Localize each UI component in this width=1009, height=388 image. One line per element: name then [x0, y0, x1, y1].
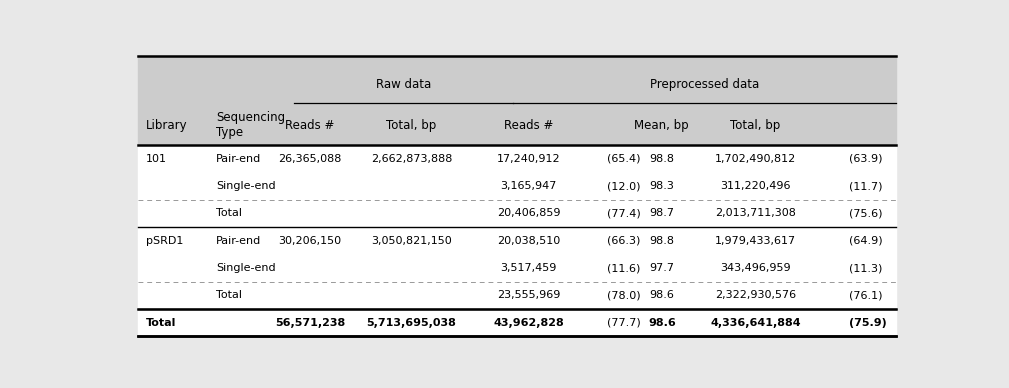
Text: Sequencing
Type: Sequencing Type	[216, 111, 286, 139]
Text: Reads #: Reads #	[286, 119, 335, 132]
Text: 2,013,711,308: 2,013,711,308	[715, 208, 796, 218]
Text: 98.6: 98.6	[650, 290, 674, 300]
Text: 56,571,238: 56,571,238	[274, 318, 345, 328]
Text: 1,979,433,617: 1,979,433,617	[715, 236, 796, 246]
Text: 3,050,821,150: 3,050,821,150	[371, 236, 452, 246]
Text: (11.6): (11.6)	[607, 263, 641, 273]
Text: Total, bp: Total, bp	[386, 119, 437, 132]
Text: 23,555,969: 23,555,969	[497, 290, 561, 300]
Text: (77.7): (77.7)	[607, 318, 641, 328]
Text: 5,713,695,038: 5,713,695,038	[366, 318, 456, 328]
Text: 101: 101	[145, 154, 166, 164]
Text: 43,962,828: 43,962,828	[493, 318, 564, 328]
Text: Total: Total	[216, 208, 242, 218]
Text: Single-end: Single-end	[216, 263, 275, 273]
Text: 98.3: 98.3	[650, 181, 674, 191]
Text: 2,662,873,888: 2,662,873,888	[371, 154, 452, 164]
Text: 98.8: 98.8	[649, 154, 674, 164]
Text: (12.0): (12.0)	[607, 181, 641, 191]
Bar	[138, 55, 896, 145]
Text: 98.7: 98.7	[649, 208, 674, 218]
Text: 2,322,930,576: 2,322,930,576	[715, 290, 796, 300]
Text: 3,165,947: 3,165,947	[500, 181, 557, 191]
Text: Raw data: Raw data	[376, 78, 432, 91]
Bar	[138, 145, 896, 336]
Text: 311,220,496: 311,220,496	[720, 181, 791, 191]
Text: (78.0): (78.0)	[607, 290, 641, 300]
Text: Total, bp: Total, bp	[731, 119, 781, 132]
Text: (77.4): (77.4)	[607, 208, 641, 218]
Text: Single-end: Single-end	[216, 181, 275, 191]
Text: (75.9): (75.9)	[850, 318, 887, 328]
Text: 4,336,641,884: 4,336,641,884	[710, 318, 801, 328]
Text: (63.9): (63.9)	[850, 154, 883, 164]
Text: Total: Total	[216, 290, 242, 300]
Text: Total: Total	[145, 318, 176, 328]
Text: 20,038,510: 20,038,510	[497, 236, 560, 246]
Text: 343,496,959: 343,496,959	[720, 263, 791, 273]
Text: (11.3): (11.3)	[850, 263, 883, 273]
Text: 1,702,490,812: 1,702,490,812	[715, 154, 796, 164]
Text: 30,206,150: 30,206,150	[278, 236, 341, 246]
Text: Reads #: Reads #	[504, 119, 554, 132]
Text: Pair-end: Pair-end	[216, 236, 261, 246]
Text: (66.3): (66.3)	[607, 236, 641, 246]
Text: (11.7): (11.7)	[850, 181, 883, 191]
Text: Preprocessed data: Preprocessed data	[650, 78, 760, 91]
Text: 17,240,912: 17,240,912	[497, 154, 561, 164]
Text: 26,365,088: 26,365,088	[278, 154, 342, 164]
Text: (64.9): (64.9)	[850, 236, 883, 246]
Text: (75.6): (75.6)	[850, 208, 883, 218]
Text: 98.8: 98.8	[649, 236, 674, 246]
Text: Mean, bp: Mean, bp	[635, 119, 689, 132]
Text: Pair-end: Pair-end	[216, 154, 261, 164]
Text: 97.7: 97.7	[649, 263, 674, 273]
Text: pSRD1: pSRD1	[145, 236, 183, 246]
Text: 20,406,859: 20,406,859	[497, 208, 561, 218]
Text: 3,517,459: 3,517,459	[500, 263, 557, 273]
Text: Library: Library	[145, 119, 188, 132]
Text: (76.1): (76.1)	[850, 290, 883, 300]
Text: (65.4): (65.4)	[607, 154, 641, 164]
Text: 98.6: 98.6	[648, 318, 676, 328]
